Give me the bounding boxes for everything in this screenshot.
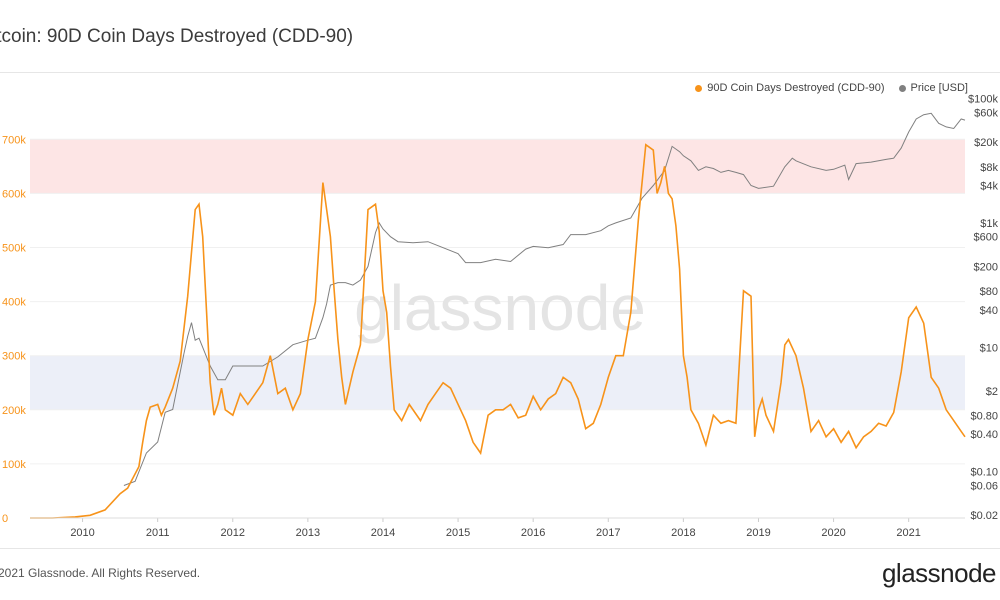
x-tick-label: 2012 <box>221 527 245 539</box>
right-tick-label: $0.80 <box>970 411 998 423</box>
header-divider <box>0 72 1000 73</box>
right-tick-label: $10 <box>980 342 998 354</box>
right-tick-label: $60k <box>974 107 998 119</box>
left-tick-label: 600k <box>2 188 26 200</box>
cdd-line <box>30 143 966 519</box>
right-tick-label: $8k <box>980 162 998 174</box>
left-tick-label: 400k <box>2 297 26 309</box>
right-tick-label: $600 <box>974 232 998 244</box>
chart-canvas: glassnode 2010 2011 2012 2013 2014 2015 2016 20… <box>2 94 998 539</box>
chart-lines <box>30 112 966 519</box>
right-tick-label: $0.40 <box>970 429 998 441</box>
band-1 <box>30 355 965 410</box>
right-tick-label: $20k <box>974 137 998 149</box>
x-tick-label: 2014 <box>371 527 395 539</box>
right-tick-label: $40 <box>980 305 998 317</box>
legend-dot-price <box>898 84 906 92</box>
legend-dot-cdd <box>695 84 703 92</box>
left-tick-label: 700k <box>2 134 26 146</box>
x-tick-label: 2021 <box>896 527 920 539</box>
watermark: glassnode <box>354 272 646 344</box>
left-tick-label: 100k <box>2 459 26 471</box>
x-tick-label: 2011 <box>146 527 170 539</box>
x-tick-label: 2010 <box>70 527 94 539</box>
band-0 <box>30 139 965 194</box>
right-tick-label: $4k <box>980 181 998 193</box>
x-axis-ticks: 2010 2011 2012 2013 2014 2015 2016 2017 2018 2019… <box>30 517 965 539</box>
left-tick-label: 200k <box>2 405 26 417</box>
footer-divider <box>0 548 1000 549</box>
x-tick-label: 2013 <box>296 527 320 539</box>
right-tick-label: $80 <box>980 286 998 298</box>
left-axis-ticks: 0 100k 200k 300k 400k 500k 600k 700k <box>2 134 26 525</box>
right-tick-label: $0.02 <box>970 510 998 522</box>
right-tick-label: $200 <box>974 261 998 273</box>
legend-label-cdd: 90D Coin Days Destroyed (CDD-90) <box>707 82 885 94</box>
x-tick-label: 2019 <box>746 527 770 539</box>
legend-label-price: Price [USD] <box>910 82 968 94</box>
right-tick-label: $2 <box>986 386 998 398</box>
copyright: 2021 Glassnode. All Rights Reserved. <box>0 566 201 580</box>
left-tick-label: 0 <box>2 513 8 525</box>
brand-logo: glassnode <box>881 558 997 588</box>
x-tick-label: 2015 <box>446 527 470 539</box>
right-axis-ticks: $100k$60k $20k $8k $4k $1k $600 $200 $80 $40 $10 $… <box>968 94 998 523</box>
right-tick-label: $0.10 <box>970 467 998 479</box>
right-tick-label: $0.06 <box>970 480 998 492</box>
x-tick-label: 2016 <box>521 527 545 539</box>
x-tick-label: 2018 <box>671 527 695 539</box>
left-tick-label: 300k <box>2 351 26 363</box>
right-tick-label: $1k <box>980 218 998 230</box>
legend-item-price[interactable]: Price [USD] <box>898 82 968 94</box>
chart-legend: 90D Coin Days Destroyed (CDD-90) Price [… <box>695 82 968 94</box>
legend-item-cdd[interactable]: 90D Coin Days Destroyed (CDD-90) <box>695 82 885 94</box>
price-line <box>123 112 966 486</box>
chart-title: itcoin: 90D Coin Days Destroyed (CDD-90) <box>0 26 354 47</box>
right-tick-label: $100k <box>968 94 998 106</box>
x-tick-label: 2017 <box>596 527 620 539</box>
left-tick-label: 500k <box>2 242 26 254</box>
x-tick-label: 2020 <box>821 527 845 539</box>
